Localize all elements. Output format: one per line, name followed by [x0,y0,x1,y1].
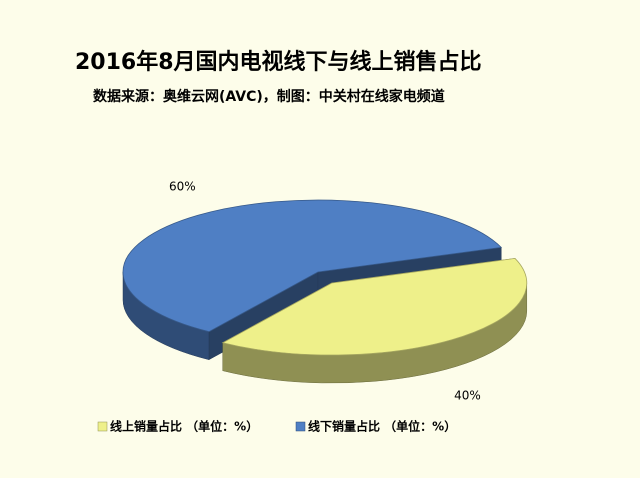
legend-label: 线下销量占比 （单位：%） [308,419,456,434]
data-label: 60% [169,179,196,193]
data-label: 40% [454,389,481,403]
legend-swatch [97,421,108,432]
pie-slice [221,257,528,384]
legend-label: 线上销量占比 （单位：%） [110,419,258,434]
chart-subtitle: 数据来源：奥维云网(AVC)，制图：中关村在线家电频道 [93,88,445,105]
legend-swatch [295,421,306,432]
slice-top [221,257,528,356]
chart-title: 2016年8月国内电视线下与线上销售占比 [75,49,482,75]
slice-top [122,199,503,333]
